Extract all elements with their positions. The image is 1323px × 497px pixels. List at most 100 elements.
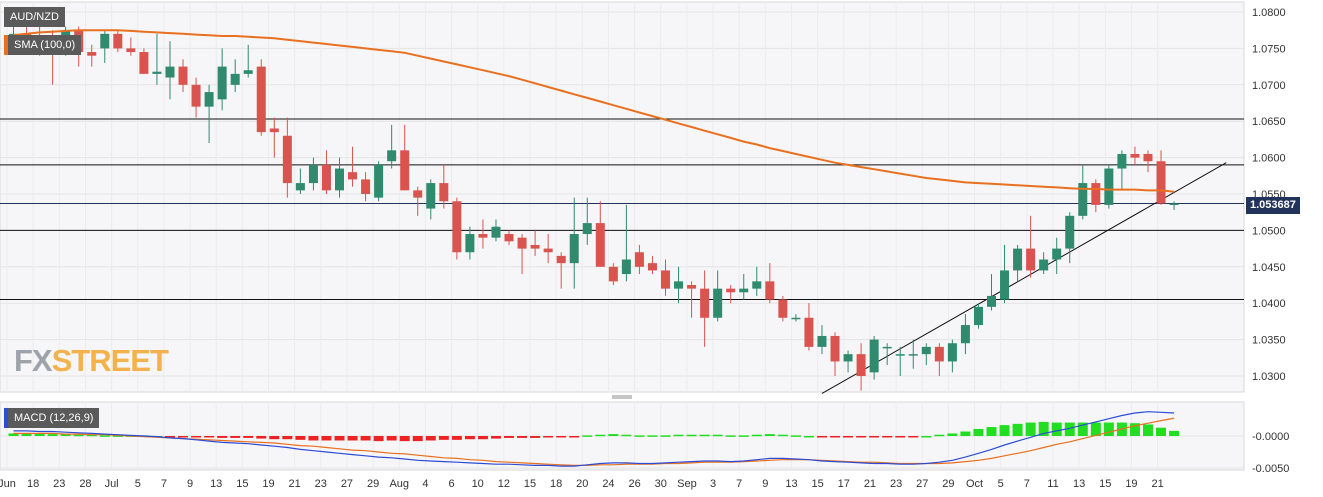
x-tick-label: 13: [1073, 478, 1085, 490]
macd-histogram-bar: [569, 436, 580, 438]
macd-histogram-bar: [986, 427, 997, 436]
macd-histogram-bar: [282, 436, 293, 440]
macd-legend-swatch: [4, 408, 8, 428]
macd-histogram-bar: [751, 434, 762, 437]
macd-histogram-bar: [582, 435, 593, 437]
macd-histogram-bar: [1077, 422, 1088, 436]
x-tick-label: 9: [762, 478, 768, 490]
macd-histogram-bar: [699, 434, 710, 437]
macd-histogram-bar: [816, 436, 827, 438]
y-tick-label: 1.0800: [1252, 7, 1286, 19]
candle-body: [791, 317, 801, 320]
candle-body: [661, 270, 670, 289]
x-tick-label: 21: [1151, 478, 1163, 490]
x-tick-label: Aug: [389, 478, 409, 490]
candle-body: [139, 52, 149, 74]
candle-body: [752, 281, 762, 289]
macd-histogram-bar: [1156, 427, 1167, 436]
x-tick-label: 12: [498, 478, 510, 490]
candle-body: [1065, 215, 1075, 249]
macd-histogram-bar: [530, 436, 541, 438]
fxstreet-watermark: FXSTREET: [14, 343, 169, 379]
candle-body: [400, 150, 410, 191]
candle-body: [465, 234, 475, 253]
candle-body: [882, 346, 892, 349]
candle-body: [778, 299, 788, 318]
candle-body: [595, 223, 605, 267]
macd-histogram-bar: [21, 433, 32, 436]
candle-body: [674, 281, 684, 289]
candle-body: [530, 244, 540, 249]
sma-legend-label[interactable]: SMA (100,0): [8, 35, 82, 55]
macd-histogram-bar: [934, 434, 945, 437]
candle-body: [204, 92, 214, 107]
macd-histogram-bar: [1012, 423, 1023, 436]
macd-histogram-bar: [843, 436, 854, 438]
macd-histogram-bar: [451, 436, 462, 440]
candle-body: [295, 183, 305, 191]
candle-body: [256, 66, 266, 133]
macd-histogram-bar: [47, 434, 58, 436]
candle-body: [817, 335, 827, 347]
candle-body: [1078, 183, 1088, 216]
macd-y-tick-label: -0.0050: [1252, 463, 1289, 475]
candle-body: [1026, 248, 1036, 271]
macd-histogram-bar: [73, 434, 84, 437]
x-tick-label: 17: [838, 478, 850, 490]
x-tick-label: 19: [262, 478, 274, 490]
x-tick-label: 29: [942, 478, 954, 490]
macd-histogram-bar: [686, 434, 697, 437]
x-tick-label: 9: [187, 478, 193, 490]
macd-histogram-bar: [1025, 422, 1036, 436]
candle-body: [517, 237, 527, 249]
symbol-label[interactable]: AUD/NZD: [4, 7, 65, 27]
macd-histogram-bar: [803, 436, 814, 438]
x-tick-label: 5: [998, 478, 1004, 490]
macd-histogram-bar: [556, 436, 567, 438]
macd-histogram-bar: [777, 434, 788, 437]
y-tick-label: 1.0750: [1252, 43, 1286, 55]
macd-histogram-bar: [256, 436, 267, 439]
macd-histogram-bar: [386, 436, 397, 441]
candle-body: [100, 33, 110, 49]
candle-body: [843, 354, 853, 362]
candle-body: [582, 223, 592, 235]
candle-body: [217, 66, 227, 100]
candle-body: [700, 288, 710, 318]
candle-body: [830, 335, 840, 362]
candle-body: [113, 33, 123, 49]
macd-histogram-bar: [8, 433, 19, 436]
candle-body: [1000, 270, 1010, 300]
macd-histogram-bar: [230, 436, 241, 438]
x-tick-label: 11: [1047, 478, 1058, 490]
candle-body: [230, 73, 240, 85]
candle-body: [1104, 168, 1114, 205]
macd-histogram-bar: [477, 436, 488, 440]
x-tick-label: 10: [472, 478, 484, 490]
candle-body: [335, 168, 344, 191]
macd-histogram-bar: [1169, 430, 1180, 436]
macd-histogram-bar: [504, 436, 515, 438]
sma-legend-swatch: [4, 35, 8, 55]
x-tick-label: 15: [236, 478, 248, 490]
y-tick-label: 1.0350: [1252, 335, 1286, 347]
macd-histogram-bar: [217, 436, 228, 438]
macd-histogram-bar: [425, 436, 436, 441]
candle-body: [282, 135, 292, 184]
x-tick-label: 15: [1099, 478, 1111, 490]
macd-legend-label[interactable]: MACD (12,26,9): [8, 408, 100, 428]
macd-histogram-bar: [856, 436, 867, 438]
y-tick-label: 1.0700: [1252, 80, 1286, 92]
macd-histogram-bar: [243, 436, 254, 438]
macd-histogram-bar: [438, 436, 449, 440]
candle-body: [1117, 153, 1127, 169]
macd-histogram-bar: [895, 436, 906, 438]
macd-histogram-bar: [830, 436, 841, 438]
x-tick-label: 19: [1125, 478, 1137, 490]
x-tick-label: 5: [135, 478, 141, 490]
macd-histogram-bar: [660, 435, 671, 437]
candle-body: [647, 263, 657, 271]
candle-body: [869, 339, 879, 373]
